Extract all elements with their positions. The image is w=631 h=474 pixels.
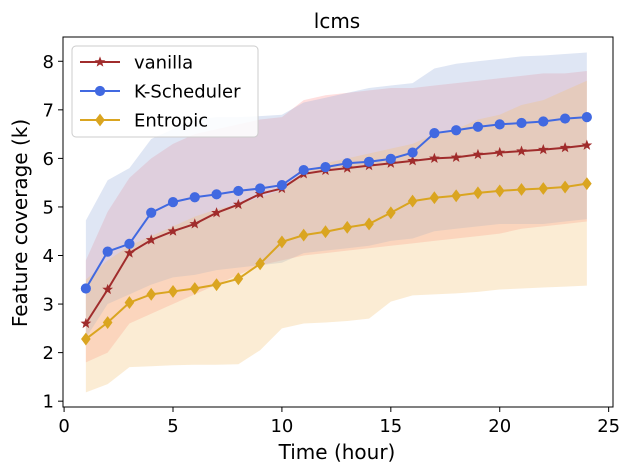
point-entropic (277, 235, 287, 249)
point-entropic (233, 272, 244, 286)
legend: vanilla K-Scheduler Entropic (71, 45, 259, 138)
point-k-scheduler (385, 153, 396, 164)
chart-title: lcms (314, 9, 360, 33)
point-k-scheduler (80, 283, 91, 294)
legend-box (71, 45, 259, 138)
legend-marker-entropic (95, 113, 105, 127)
point-k-scheduler (429, 128, 440, 139)
point-k-scheduler (472, 121, 484, 132)
point-k-scheduler (255, 183, 266, 194)
point-entropic (582, 177, 592, 191)
point-entropic (385, 206, 396, 220)
legend-label-k-scheduler: K-Scheduler (134, 82, 241, 103)
y-tick-label: 6 (43, 149, 54, 170)
point-k-scheduler (298, 164, 309, 176)
point-k-scheduler (407, 147, 418, 158)
y-tick-label: 8 (43, 52, 54, 73)
point-vanilla (428, 152, 440, 163)
point-k-scheduler (276, 179, 288, 191)
point-k-scheduler (233, 185, 244, 197)
series-markers (80, 112, 593, 346)
band-entropic (85, 80, 587, 393)
point-vanilla (80, 317, 92, 329)
point-vanilla (407, 155, 418, 166)
x-tick-label: 0 (58, 416, 69, 437)
y-tick-label: 3 (43, 295, 54, 316)
x-tick-label: 25 (597, 416, 620, 437)
point-vanilla (102, 283, 114, 295)
y-tick-label: 4 (43, 246, 54, 267)
point-entropic (342, 220, 353, 234)
point-entropic (189, 282, 200, 295)
point-k-scheduler (320, 162, 331, 173)
point-k-scheduler (516, 117, 527, 129)
point-k-scheduler (363, 156, 375, 167)
legend-marker-k-scheduler (94, 85, 106, 97)
point-entropic (364, 217, 374, 231)
point-entropic (81, 332, 91, 346)
point-entropic (451, 189, 461, 203)
point-entropic (146, 287, 157, 301)
point-vanilla (581, 139, 593, 150)
point-entropic (320, 225, 331, 239)
x-tick-label: 5 (167, 416, 178, 437)
point-entropic (211, 278, 222, 292)
point-k-scheduler (581, 112, 592, 123)
point-vanilla (232, 198, 244, 210)
y-tick-label: 5 (43, 197, 54, 218)
point-vanilla (189, 218, 201, 229)
point-k-scheduler (538, 116, 549, 127)
point-entropic (124, 296, 135, 310)
point-k-scheduler (146, 207, 157, 218)
point-entropic (407, 194, 418, 208)
legend-label-entropic: Entropic (134, 111, 208, 132)
point-k-scheduler (189, 192, 200, 203)
point-entropic (494, 184, 505, 198)
point-k-scheduler (451, 125, 462, 136)
y-axis-label: Feature coverage (k) (8, 119, 32, 327)
point-k-scheduler (342, 158, 353, 169)
point-vanilla (559, 142, 571, 153)
point-entropic (560, 180, 570, 194)
legend-marker-vanilla (94, 56, 106, 67)
x-tick-label: 10 (270, 416, 293, 437)
point-k-scheduler (494, 119, 505, 130)
y-tick-label: 1 (43, 392, 54, 413)
point-vanilla (211, 207, 222, 218)
point-entropic (473, 186, 483, 200)
point-vanilla (516, 145, 527, 156)
legend-label-vanilla: vanilla (134, 53, 193, 74)
point-entropic (429, 191, 440, 205)
band-vanilla (85, 70, 587, 363)
point-k-scheduler (211, 189, 222, 200)
point-entropic (102, 316, 113, 329)
point-entropic (298, 228, 309, 242)
point-entropic (538, 182, 549, 195)
point-vanilla (450, 151, 462, 163)
point-vanilla (472, 148, 484, 160)
x-axis-label: Time (hour) (278, 440, 396, 464)
plot-frame (62, 36, 614, 408)
point-vanilla (145, 234, 157, 245)
y-tick-label: 7 (43, 100, 54, 121)
point-k-scheduler (559, 113, 571, 124)
line-vanilla (85, 144, 587, 325)
point-entropic (168, 285, 178, 298)
y-axis-ticks: 1 2 3 4 5 6 7 8 (43, 52, 63, 413)
point-vanilla (167, 225, 179, 236)
point-k-scheduler (102, 246, 113, 257)
point-k-scheduler (167, 196, 179, 208)
point-vanilla (537, 143, 549, 155)
x-tick-label: 15 (379, 416, 402, 437)
x-tick-label: 20 (488, 416, 511, 437)
y-tick-label: 2 (43, 343, 54, 364)
x-axis-ticks: 0 5 10 15 20 25 (58, 407, 620, 437)
point-entropic (516, 183, 527, 196)
point-k-scheduler (124, 238, 135, 249)
point-entropic (255, 257, 265, 271)
point-vanilla (494, 146, 506, 158)
point-vanilla (124, 247, 135, 258)
